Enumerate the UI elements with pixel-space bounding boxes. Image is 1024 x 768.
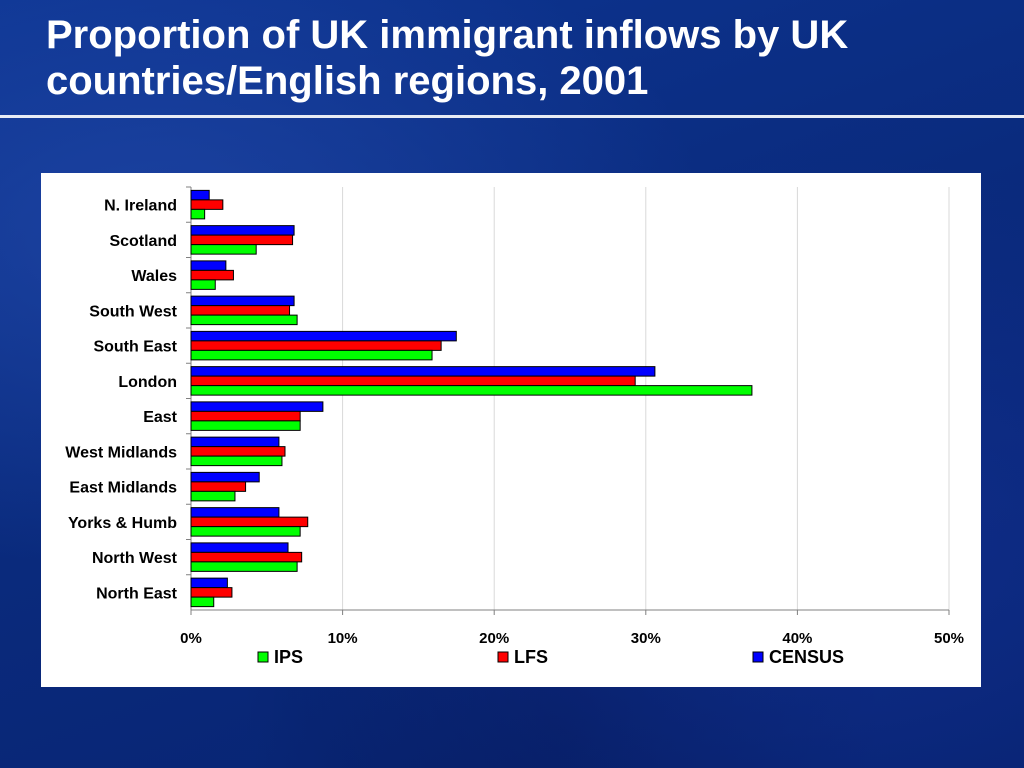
- bar-ips: [190, 349, 433, 361]
- category-label: North East: [96, 585, 178, 602]
- bar-ips: [190, 244, 257, 255]
- chart-panel: 0% 10% 20% 30% 40% 50% N. Ireland Scotland Wales…: [41, 173, 981, 687]
- slide-title: Proportion of UK immigrant inflows by UK…: [46, 13, 849, 103]
- x-tick-label: 10%: [328, 630, 358, 647]
- bar-ips: [190, 208, 206, 220]
- bar-lfs: [190, 340, 442, 351]
- bar-census: [190, 260, 227, 271]
- bar-census: [190, 401, 324, 412]
- bar-census: [190, 366, 656, 377]
- category-label: Wales: [131, 268, 177, 285]
- bar-ips: [190, 455, 283, 467]
- bar-census: [190, 507, 280, 518]
- bar-census: [190, 577, 228, 589]
- bar-lfs: [190, 481, 247, 492]
- legend-label-ips: IPS: [274, 647, 303, 667]
- bar-chart: 0% 10% 20% 30% 40% 50% N. Ireland Scotland Wales…: [65, 186, 964, 667]
- x-tick-label: 50%: [934, 630, 964, 647]
- legend-swatch-ips: [257, 651, 269, 663]
- bar-census: [190, 225, 295, 236]
- bar-lfs: [190, 587, 233, 598]
- bar-ips: [190, 279, 216, 290]
- bar-census: [190, 542, 289, 553]
- legend-label-lfs: LFS: [514, 647, 548, 667]
- bar-ips: [190, 385, 753, 396]
- bar-lfs: [190, 234, 294, 246]
- x-tick-label: 40%: [782, 630, 812, 647]
- x-tick-label: 20%: [479, 630, 509, 647]
- category-label: London: [118, 374, 177, 391]
- bar-ips: [190, 596, 215, 608]
- bar-lfs: [190, 199, 224, 210]
- category-label: Scotland: [109, 233, 177, 250]
- bar-lfs: [190, 551, 303, 563]
- bar-census: [190, 189, 210, 201]
- category-label: East Midlands: [69, 480, 177, 497]
- bar-lfs: [190, 305, 291, 316]
- bar-ips: [190, 526, 301, 537]
- bar-lfs: [190, 410, 301, 422]
- bar-lfs: [190, 269, 234, 281]
- legend-label-census: CENSUS: [769, 647, 844, 667]
- bar-ips: [190, 490, 236, 502]
- category-label: North West: [92, 550, 178, 567]
- category-label: South East: [93, 339, 177, 356]
- bar-lfs: [190, 446, 286, 457]
- category-label: N. Ireland: [104, 198, 177, 215]
- bar-ips: [190, 561, 298, 572]
- category-label: West Midlands: [65, 444, 177, 461]
- bar-lfs: [190, 375, 636, 387]
- bar-ips: [190, 420, 301, 431]
- title-divider: [0, 115, 1024, 118]
- bar-census: [190, 295, 295, 307]
- category-label: East: [143, 409, 177, 426]
- category-label: South West: [89, 303, 177, 320]
- legend-swatch-lfs: [497, 651, 509, 663]
- bar-ips: [190, 314, 298, 326]
- legend-swatch-census: [752, 651, 764, 663]
- bar-census: [190, 330, 457, 342]
- bar-lfs: [190, 516, 309, 528]
- bar-census: [190, 436, 280, 448]
- bar-census: [190, 471, 260, 483]
- category-label: Yorks & Humb: [68, 515, 177, 532]
- x-tick-label: 0%: [180, 630, 202, 647]
- x-tick-label: 30%: [631, 630, 661, 647]
